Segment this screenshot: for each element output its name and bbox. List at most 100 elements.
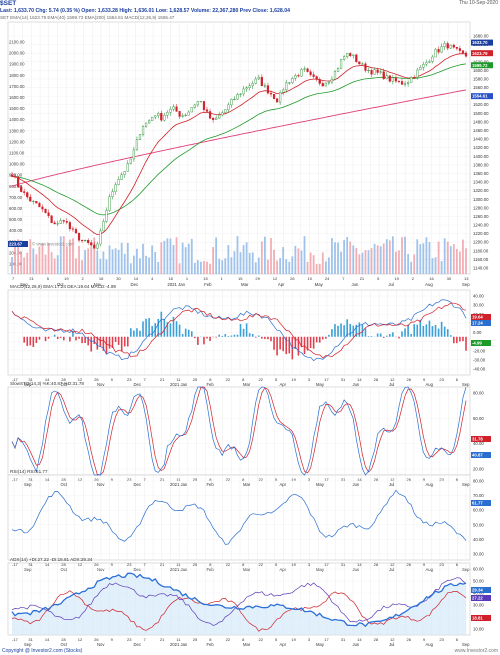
candle-body <box>339 59 343 69</box>
x-month-label: Nov <box>97 382 105 387</box>
volume-bar <box>84 250 87 274</box>
candle-body <box>196 101 199 106</box>
adx-area <box>12 573 466 635</box>
macd-histogram-bar <box>446 329 449 337</box>
volume-bar <box>434 257 437 274</box>
macd-histogram-bar <box>401 331 403 337</box>
volume-bar <box>416 239 419 274</box>
candle-body <box>123 171 126 175</box>
volume-bar <box>38 246 41 274</box>
x-day-label: 26 <box>290 276 295 281</box>
x-month-label: Sep <box>462 382 470 387</box>
price-right-tick: 1360.00 <box>473 171 489 176</box>
x-day-label: 9 <box>423 637 426 642</box>
adx-tick: 60.00 <box>473 567 484 572</box>
volume-bar <box>209 263 211 274</box>
x-day-label: 22 <box>259 562 264 567</box>
x-month-label: Oct <box>61 567 68 572</box>
slowsto-tick: 40.00 <box>473 441 484 446</box>
rsi-tick: 40.00 <box>473 537 484 542</box>
macd-histogram-bar <box>449 335 452 337</box>
x-day-label: 8 <box>209 637 212 642</box>
candle-body <box>333 71 337 80</box>
macd-histogram-bar <box>69 336 71 342</box>
candle-body <box>242 88 245 95</box>
candle-body <box>29 196 32 202</box>
volume-bar <box>270 238 272 274</box>
candle-body <box>346 53 349 57</box>
macd-histogram-bar <box>288 336 291 354</box>
x-month-label: 2021 Jan <box>170 482 188 487</box>
volume-bar <box>248 252 251 274</box>
x-day-label: 26 <box>94 562 99 567</box>
candle-body <box>178 111 181 117</box>
rsi-tag-bg <box>471 500 491 506</box>
price-right-tick: 1200.00 <box>473 240 489 245</box>
macd-histogram-bar <box>197 336 199 345</box>
volume-bar <box>23 257 26 274</box>
volume-bar <box>309 252 312 274</box>
candle-body <box>327 81 330 84</box>
candle-body <box>141 126 145 135</box>
candle-body <box>41 206 44 210</box>
x-day-label: 6 <box>456 562 459 567</box>
candle-body <box>212 118 215 120</box>
candle-body <box>260 76 263 87</box>
x-month-label: Sep <box>24 642 32 647</box>
x-month-label: May <box>316 642 325 647</box>
x-month-label: Mar <box>243 642 251 647</box>
macd-histogram-bar <box>23 336 25 343</box>
macd-histogram-bar <box>349 323 352 337</box>
x-day-label: 25 <box>193 477 198 482</box>
candle-body <box>282 89 285 93</box>
volume-bar <box>419 244 422 274</box>
macd-histogram-bar <box>419 319 422 337</box>
candle-body <box>50 215 53 223</box>
x-day-label: 21 <box>160 562 165 567</box>
adx-tick: 50.00 <box>473 579 484 584</box>
x-day-label: 9 <box>111 562 114 567</box>
macd-histogram-bar <box>233 334 236 337</box>
volume-bar <box>297 248 300 274</box>
price-right-tick: 1400.00 <box>473 154 489 159</box>
x-day-label: 30 <box>447 276 452 281</box>
x-day-label: 19 <box>291 377 296 382</box>
chart-header: $SET Thu 10-Sep-2020 <box>0 0 500 7</box>
volume-bar <box>75 258 77 274</box>
x-day-label: 30 <box>116 276 121 281</box>
x-month-label: Feb <box>204 282 212 287</box>
price-right-tick: 1300.00 <box>473 197 489 202</box>
macd-tick: 0.00 <box>473 330 482 335</box>
macd-histogram-bar <box>245 323 248 337</box>
macd-histogram-bar <box>53 334 56 337</box>
ema40-tag: 1599.72 <box>472 63 488 68</box>
x-day-label: 19 <box>291 637 296 642</box>
candle-body <box>373 69 376 75</box>
macd-histogram-bar <box>440 321 443 337</box>
macd-histogram-bar <box>328 334 330 337</box>
volume-bar <box>401 237 403 274</box>
macd-histogram-bar <box>190 331 193 337</box>
x-day-label: 5 <box>275 377 278 382</box>
candle-body <box>364 63 367 71</box>
candle-body <box>410 77 413 83</box>
macd-histogram-bar <box>181 333 184 337</box>
price-right-tick: 1240.00 <box>473 223 489 228</box>
candle-body <box>297 75 300 77</box>
x-day-label: 7 <box>143 377 146 382</box>
candle-body <box>245 87 248 90</box>
volume-bar <box>395 251 397 274</box>
x-month-label: May <box>316 567 325 572</box>
macd-histogram-bar <box>81 336 83 344</box>
candle-body <box>108 196 111 211</box>
candle-body <box>397 80 401 82</box>
x-month-label: Apr <box>280 642 287 647</box>
macd-histogram-bar <box>178 324 181 337</box>
price-left-tick: 1600.00 <box>9 95 25 100</box>
macd-histogram-bar <box>361 324 364 337</box>
x-day-label: 7 <box>143 637 146 642</box>
macd-histogram-bar <box>456 336 458 344</box>
adx-tick: 30.00 <box>473 603 484 608</box>
volume-bar <box>93 237 96 274</box>
